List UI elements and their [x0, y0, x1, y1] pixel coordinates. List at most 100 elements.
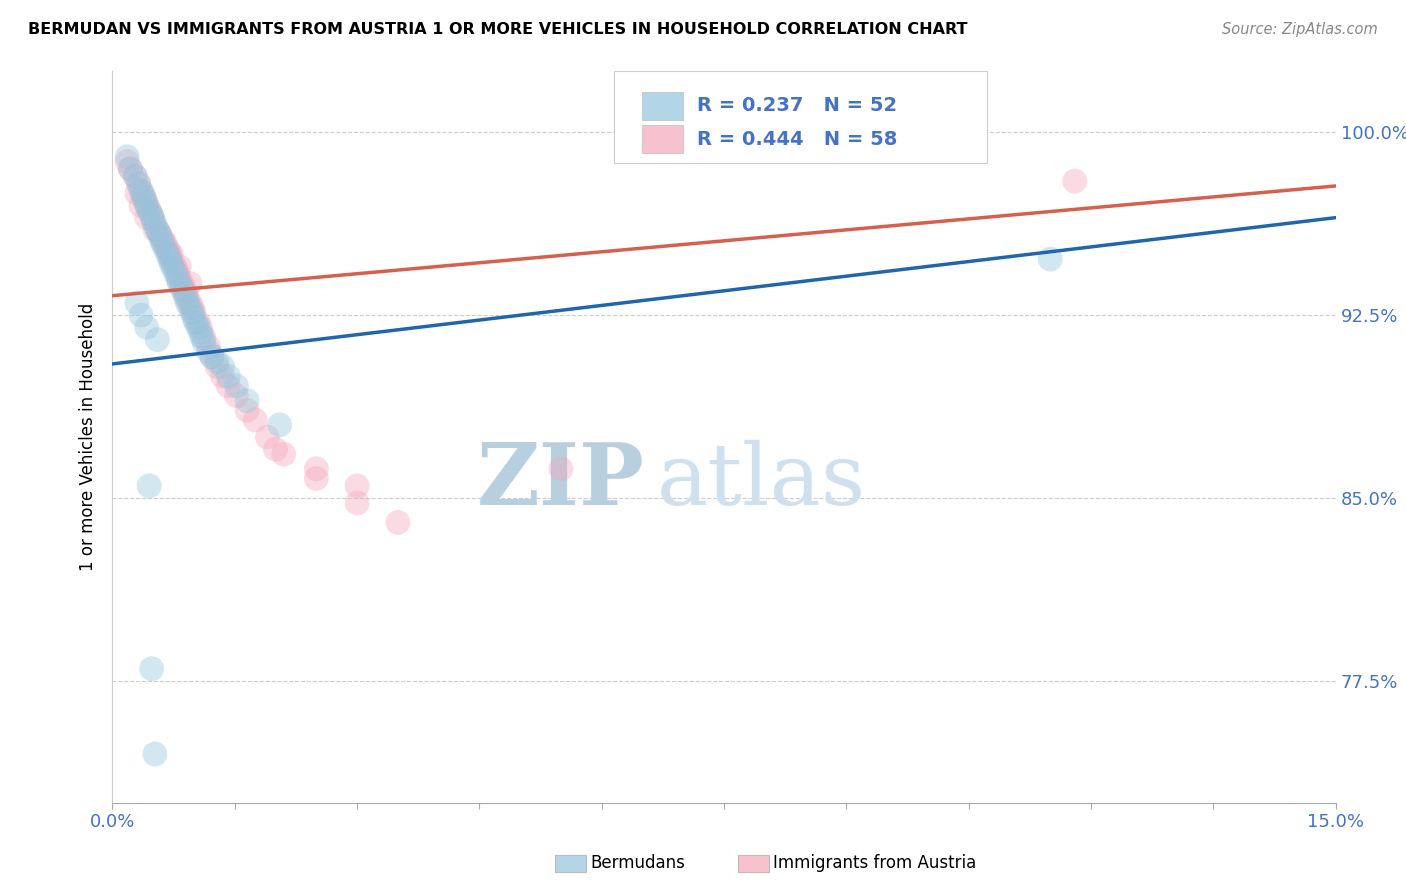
Point	[179, 301, 201, 315]
Point	[129, 184, 152, 198]
Point	[149, 227, 172, 242]
Point	[129, 198, 152, 212]
Point	[132, 188, 155, 202]
Text: R = 0.444   N = 58: R = 0.444 N = 58	[697, 130, 897, 149]
Text: Source: ZipAtlas.com: Source: ZipAtlas.com	[1222, 22, 1378, 37]
Point	[179, 296, 201, 310]
Point	[550, 462, 572, 476]
Point	[179, 277, 201, 291]
Point	[124, 169, 146, 184]
Point	[135, 198, 157, 212]
Point	[245, 413, 267, 427]
Point	[193, 330, 215, 344]
Point	[187, 316, 209, 330]
Text: R = 0.237   N = 52: R = 0.237 N = 52	[697, 96, 897, 115]
FancyBboxPatch shape	[614, 71, 987, 162]
Point	[150, 233, 173, 247]
Point	[120, 161, 142, 176]
Point	[138, 203, 160, 218]
Point	[173, 286, 195, 301]
Point	[166, 271, 188, 285]
Point	[160, 257, 183, 271]
Point	[176, 296, 198, 310]
Point	[174, 291, 197, 305]
Point	[174, 286, 197, 301]
Text: Bermudans: Bermudans	[591, 855, 685, 872]
Point	[143, 223, 166, 237]
Point	[134, 194, 156, 208]
Point	[142, 213, 165, 227]
Point	[146, 223, 169, 237]
Point	[184, 316, 207, 330]
Point	[181, 301, 204, 315]
Point	[152, 237, 174, 252]
Point	[191, 330, 214, 344]
Point	[1039, 252, 1062, 266]
Point	[125, 296, 148, 310]
Point	[125, 186, 148, 201]
Point	[141, 208, 163, 222]
Point	[120, 161, 142, 176]
Point	[183, 306, 205, 320]
Point	[165, 261, 187, 276]
Point	[190, 325, 212, 339]
Point	[138, 203, 160, 218]
FancyBboxPatch shape	[643, 126, 682, 153]
Point	[128, 177, 150, 191]
Point	[160, 252, 183, 266]
Point	[205, 359, 228, 374]
Point	[169, 260, 191, 274]
Point	[256, 430, 278, 444]
Point	[217, 369, 239, 384]
Point	[305, 471, 328, 485]
Point	[197, 344, 219, 359]
Point	[197, 340, 219, 354]
Point	[165, 267, 187, 281]
Point	[135, 320, 157, 334]
Point	[135, 211, 157, 225]
Point	[190, 320, 212, 334]
Point	[264, 442, 287, 457]
Point	[128, 177, 150, 191]
Point	[141, 208, 163, 222]
Point	[156, 247, 179, 261]
Point	[205, 354, 228, 368]
Point	[156, 243, 179, 257]
Text: ZIP: ZIP	[477, 439, 644, 523]
Point	[269, 417, 291, 432]
Point	[181, 306, 204, 320]
Point	[146, 223, 169, 237]
Point	[183, 310, 205, 325]
Point	[1063, 174, 1085, 188]
Point	[149, 227, 172, 242]
Point	[129, 184, 152, 198]
Point	[152, 235, 174, 249]
Point	[155, 243, 177, 257]
Point	[152, 233, 174, 247]
Point	[124, 169, 146, 184]
Point	[346, 496, 368, 510]
Point	[173, 281, 195, 295]
Point	[169, 271, 191, 285]
Point	[143, 747, 166, 761]
Point	[115, 150, 138, 164]
Point	[273, 447, 295, 461]
Point	[187, 320, 209, 334]
Point	[211, 369, 233, 384]
Point	[159, 252, 181, 266]
Point	[143, 218, 166, 232]
Point	[225, 389, 247, 403]
Text: Immigrants from Austria: Immigrants from Austria	[773, 855, 977, 872]
Point	[163, 257, 186, 271]
Point	[159, 247, 181, 261]
Point	[160, 247, 183, 261]
Text: atlas: atlas	[657, 440, 866, 523]
Point	[236, 393, 259, 408]
Point	[387, 516, 409, 530]
Point	[163, 261, 186, 276]
Point	[169, 277, 191, 291]
Point	[138, 479, 160, 493]
Text: BERMUDAN VS IMMIGRANTS FROM AUSTRIA 1 OR MORE VEHICLES IN HOUSEHOLD CORRELATION : BERMUDAN VS IMMIGRANTS FROM AUSTRIA 1 OR…	[28, 22, 967, 37]
Point	[193, 334, 215, 349]
Point	[211, 359, 233, 374]
